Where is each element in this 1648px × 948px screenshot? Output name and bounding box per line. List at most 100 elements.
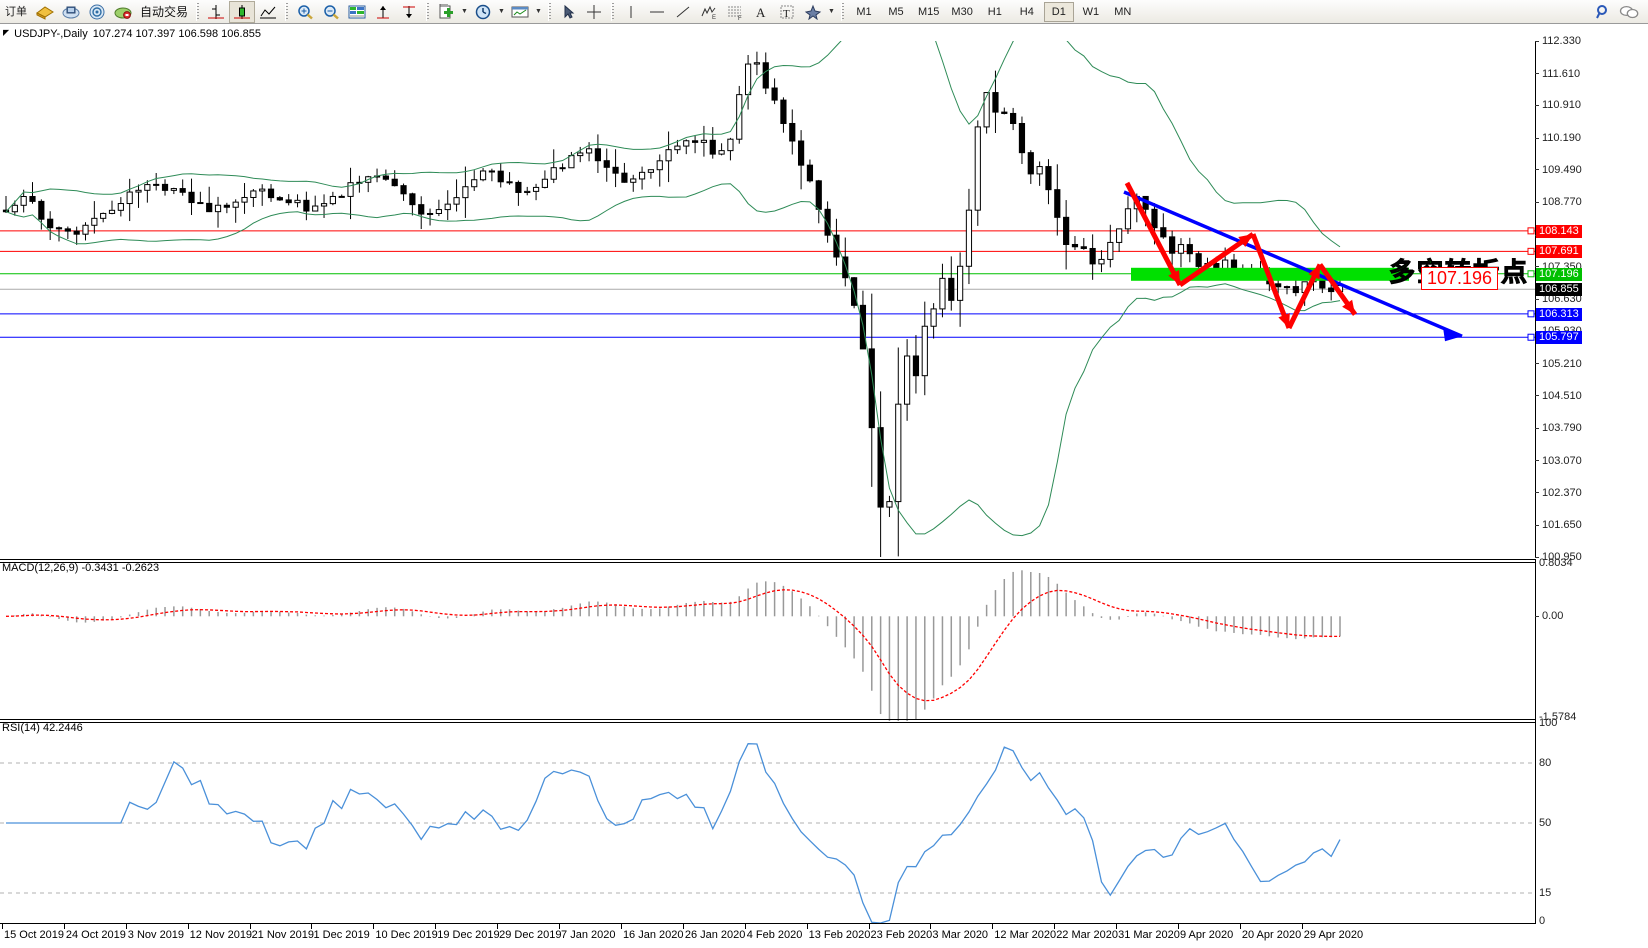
orders-label[interactable]: 订单 (5, 5, 27, 18)
candlestick-chart-icon[interactable] (229, 0, 256, 23)
time-tick (868, 924, 870, 929)
chevron-down-icon[interactable]: ▼ (535, 8, 542, 15)
collapse-arrow-icon[interactable]: ◤ (3, 28, 10, 37)
time-tick-label: 13 Feb 2020 (808, 929, 871, 941)
search-icon[interactable] (1590, 1, 1616, 23)
macd-canvas (5, 570, 1341, 731)
period-icon[interactable] (470, 1, 496, 23)
cloud-icon[interactable] (58, 1, 84, 23)
toolbar-separator (426, 2, 430, 21)
price-level-tag[interactable]: 107.196 (1536, 267, 1582, 281)
horizontal-line-icon[interactable] (644, 1, 670, 23)
macd-tick: -1.5784 (1539, 711, 1577, 723)
time-tick-label: 10 Dec 2019 (375, 929, 438, 941)
toolbar-group-orders: 订单 自动交易 (0, 0, 192, 24)
time-tick-label: 12 Mar 2020 (994, 929, 1057, 941)
signal-icon[interactable] (84, 1, 110, 23)
chart-shift-icon[interactable] (370, 1, 396, 23)
cursor-icon[interactable] (555, 1, 581, 23)
rsi-pane-divider-2 (0, 722, 1535, 723)
auto-scroll-icon[interactable] (396, 1, 422, 23)
timeframe-m5[interactable]: M5 (888, 5, 904, 18)
timeframe-h1[interactable]: H1 (987, 5, 1002, 18)
timeframe-h4[interactable]: H4 (1019, 5, 1034, 18)
rsi-tick: 100 (1539, 717, 1558, 729)
chevron-down-icon[interactable]: ▼ (828, 8, 835, 15)
price-level-tag[interactable]: 106.313 (1536, 307, 1582, 321)
price-pane[interactable] (0, 0, 1535, 560)
downtrend-line (1123, 190, 1463, 338)
price-level-tag[interactable]: 107.691 (1536, 245, 1582, 259)
time-axis[interactable]: 15 Oct 2019 24 Oct 2019 3 Nov 2019 12 Nov 2… (0, 923, 1535, 947)
rsi-pane[interactable] (0, 723, 1535, 924)
price-tick: 106.630 (1535, 293, 1582, 305)
time-tick-label: 24 Oct 2019 (65, 929, 126, 941)
time-tick (682, 924, 684, 929)
rsi-canvas (0, 743, 1535, 924)
timeframe-w1[interactable]: W1 (1082, 5, 1100, 18)
price-tick: 102.370 (1535, 487, 1582, 499)
zoom-in-icon[interactable] (292, 1, 318, 23)
trendline-icon[interactable] (670, 1, 696, 23)
time-tick (435, 924, 437, 929)
time-tick-label: 16 Jan 2020 (622, 929, 684, 941)
price-level-tag[interactable]: 108.143 (1536, 224, 1582, 238)
time-tick (992, 924, 994, 929)
time-tick (1054, 924, 1056, 929)
fibonacci-icon[interactable]: F (722, 1, 748, 23)
autotrade-label[interactable]: 自动交易 (140, 5, 189, 19)
time-tick-label: 26 Jan 2020 (684, 929, 746, 941)
data-window-icon[interactable] (344, 1, 370, 23)
time-tick-label: 3 Nov 2019 (127, 929, 185, 941)
templates-icon[interactable] (507, 1, 533, 23)
timeframe-group: M1 M5 M15 M30 H1 H4 D1 W1 MN (848, 0, 1139, 24)
crosshair-icon[interactable] (581, 1, 607, 23)
add-indicator-icon[interactable] (433, 1, 459, 23)
time-tick (744, 924, 746, 929)
rsi-tick: 0 (1539, 915, 1546, 927)
price-tick: 110.190 (1535, 132, 1581, 144)
timeframe-m15[interactable]: M15 (918, 5, 940, 18)
timeframe-mn[interactable]: MN (1114, 5, 1132, 18)
price-tick: 100.950 (1535, 551, 1582, 563)
time-tick (559, 924, 561, 929)
timeframe-m1[interactable]: M1 (856, 5, 872, 18)
svg-text:T: T (783, 8, 790, 20)
time-tick (620, 924, 622, 929)
vertical-line-icon[interactable] (618, 1, 644, 23)
time-tick-label: 23 Feb 2020 (870, 929, 933, 941)
price-level-tag[interactable]: 105.797 (1536, 331, 1582, 345)
price-tick: 103.070 (1535, 455, 1582, 467)
timeframe-d1[interactable]: D1 (1043, 1, 1074, 22)
line-chart-icon[interactable] (255, 1, 281, 23)
time-tick (187, 924, 189, 929)
timeframe-m30[interactable]: M30 (951, 5, 973, 18)
time-tick-label: 19 Dec 2019 (437, 929, 500, 941)
chevron-down-icon[interactable]: ▼ (461, 8, 468, 15)
price-level-tag[interactable]: 106.855 (1536, 283, 1582, 297)
text-icon[interactable]: A (748, 1, 774, 23)
bar-chart-icon[interactable] (203, 1, 229, 23)
price-tick: 110.910 (1535, 99, 1581, 111)
elliott-wave-icon[interactable]: E (696, 1, 722, 23)
rsi-line (6, 743, 1341, 924)
rsi-label: RSI(14) 42.2446 (2, 722, 83, 734)
text-label-icon[interactable]: T (774, 1, 800, 23)
svg-text:E: E (712, 15, 716, 20)
time-tick (63, 924, 65, 929)
macd-pane[interactable] (0, 563, 1535, 731)
macd-tick: 0.8034 (1539, 557, 1573, 569)
expert-advisor-icon[interactable] (110, 1, 136, 23)
chevron-down-icon[interactable]: ▼ (498, 8, 505, 15)
chat-icon[interactable] (1616, 1, 1642, 23)
zoom-out-icon[interactable] (318, 1, 344, 23)
time-tick-label: 3 Mar 2020 (932, 929, 989, 941)
time-tick (1239, 924, 1241, 929)
time-tick (806, 924, 808, 929)
price-axis[interactable]: 112.330 111.610 110.910 110.190 109.490 108.7… (1535, 35, 1648, 563)
rsi-axis: 100 80 50 15 0 (1535, 717, 1648, 927)
shapes-icon[interactable] (800, 1, 826, 23)
new-order-icon[interactable] (32, 1, 58, 23)
symbol-name: USDJPY-,Daily (14, 27, 88, 40)
